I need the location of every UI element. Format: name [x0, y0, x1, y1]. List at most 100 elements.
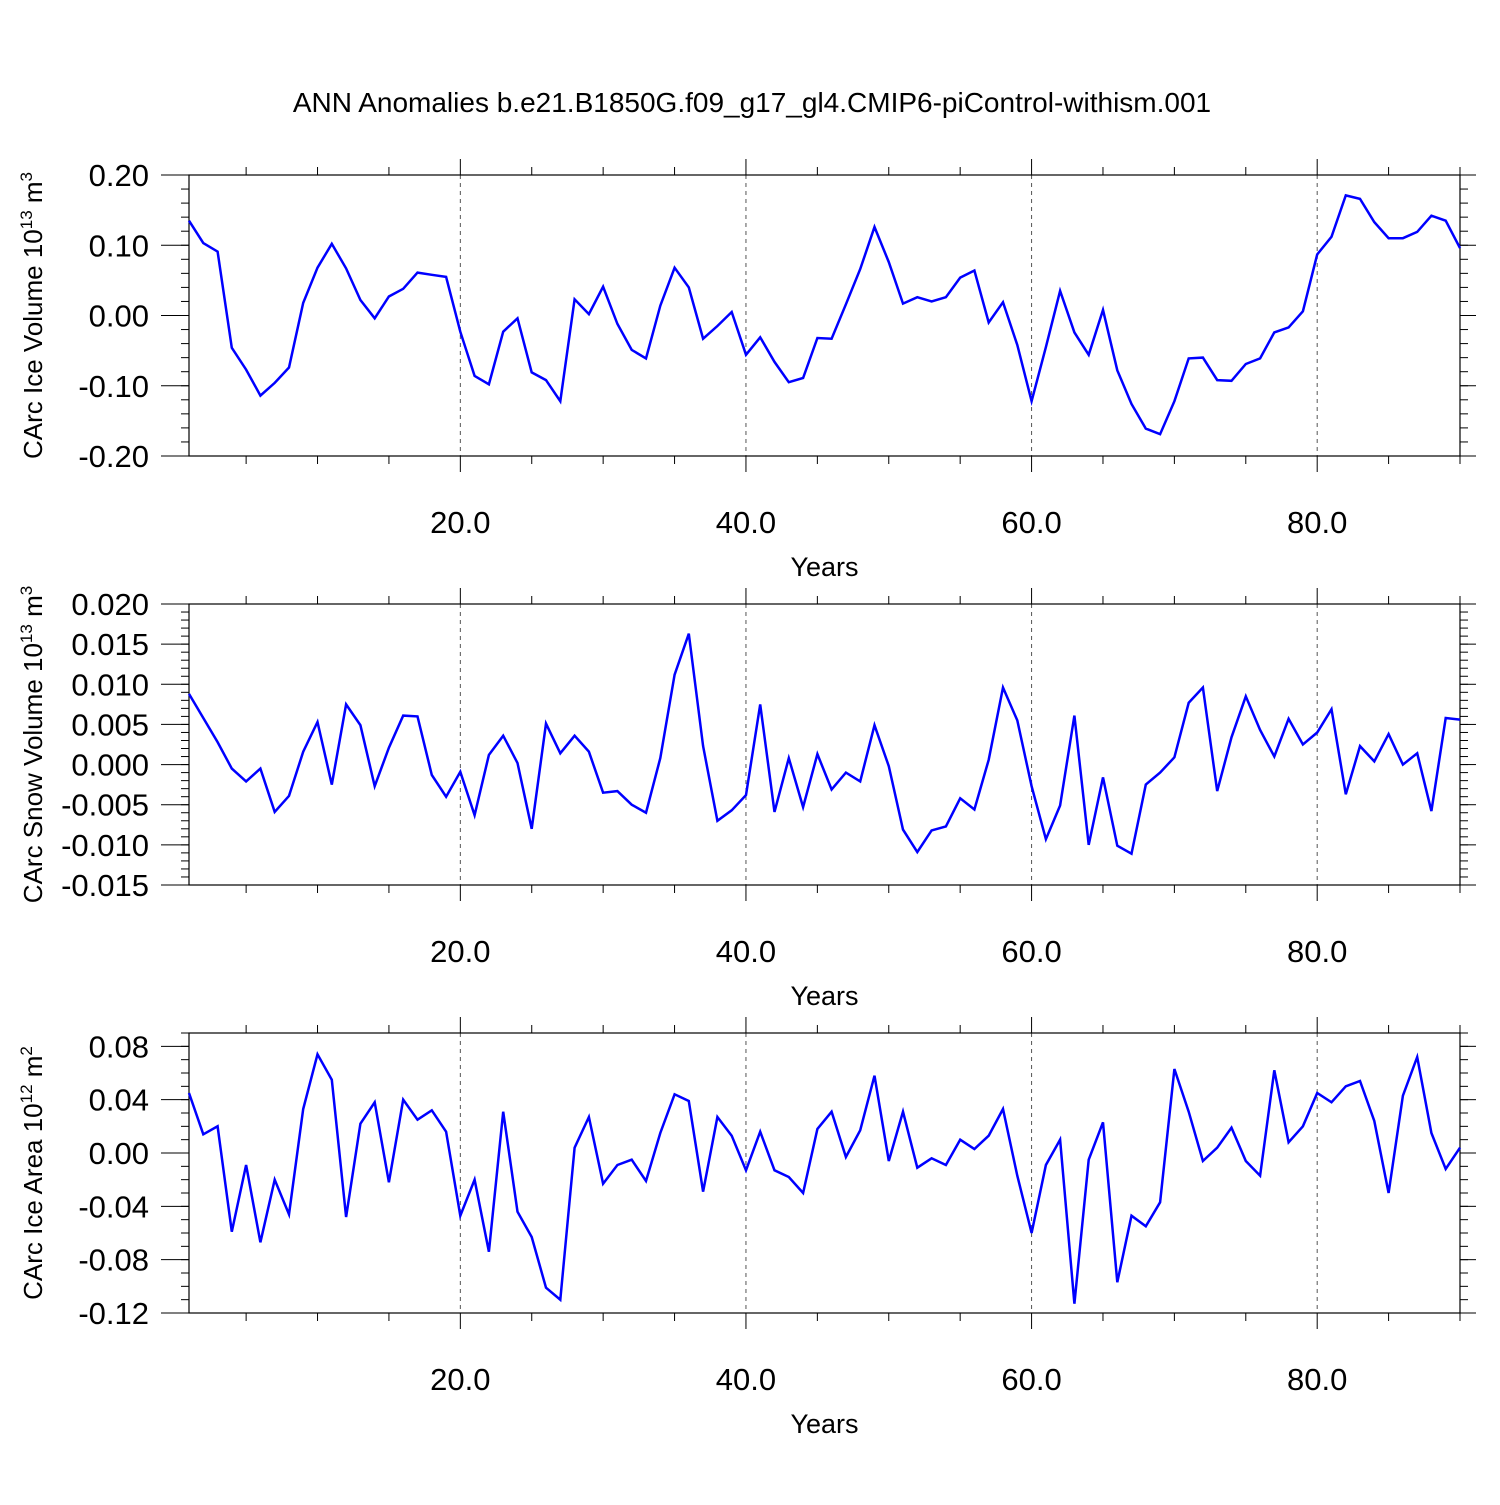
snow-volume-data-point [1002, 686, 1004, 688]
ice-area-data-point [1045, 1164, 1047, 1166]
ice-area-yticklabel: 0.00 [89, 1136, 149, 1171]
ice-area-data-point [1216, 1146, 1218, 1148]
ice-area-data-point [1345, 1085, 1347, 1087]
snow-volume-data-point [1359, 745, 1361, 747]
ice-area-data-point [1287, 1141, 1289, 1143]
ice-area-data-point [588, 1116, 590, 1118]
snow-volume-data-point [531, 828, 533, 830]
snow-volume-data-point [1030, 785, 1032, 787]
ice-area-data-point [1402, 1094, 1404, 1096]
ice-area-data-point [1416, 1056, 1418, 1058]
snow-volume-data-point [1087, 844, 1089, 846]
snow-volume-yticklabel: 0.020 [71, 587, 149, 622]
snow-volume-data-point [873, 724, 875, 726]
ice-volume-data-point [431, 274, 433, 276]
snow-volume-data-point [216, 741, 218, 743]
ice-volume-data-point [1259, 357, 1261, 359]
ice-volume-data-point [488, 383, 490, 385]
ice-volume-data-point [930, 300, 932, 302]
ice-volume-data-point [1287, 326, 1289, 328]
ice-volume-data-point [216, 250, 218, 252]
ice-area-data-point [830, 1110, 832, 1112]
ice-area-data-point [388, 1181, 390, 1183]
ice-area-yticklabel: 0.04 [89, 1083, 149, 1118]
snow-volume-data-point [1445, 717, 1447, 719]
ice-volume-data-point [1102, 309, 1104, 311]
snow-volume-data-point [730, 809, 732, 811]
ice-volume-data-point [302, 302, 304, 304]
ice-volume-data-point [916, 296, 918, 298]
ice-volume-data-point [788, 381, 790, 383]
ice-area-yticklabel: -0.12 [78, 1296, 149, 1331]
ice-area-ylabel: CArc Ice Area 1012 m2 [17, 1046, 48, 1300]
ice-area-data-point [1316, 1092, 1318, 1094]
ice-volume-data-point [516, 317, 518, 319]
ice-volume-data-point [1230, 380, 1232, 382]
ice-area-data-point [245, 1164, 247, 1166]
snow-volume-data-point [859, 780, 861, 782]
ice-area-data-point [216, 1125, 218, 1127]
ice-volume-data-point [1402, 237, 1404, 239]
ice-area-data-point [488, 1250, 490, 1252]
ice-area-data-point [602, 1182, 604, 1184]
snow-volume-data-point [1116, 844, 1118, 846]
ice-volume-data-point [659, 304, 661, 306]
snow-volume-data-point [1430, 810, 1432, 812]
ice-area-data-point [502, 1110, 504, 1112]
snow-volume-data-point [830, 788, 832, 790]
ice-volume-xticklabel: 20.0 [430, 505, 490, 540]
ice-area-data-point [1102, 1121, 1104, 1123]
ice-volume-data-point [259, 394, 261, 396]
ice-volume-data-point [631, 349, 633, 351]
snow-volume-data-point [702, 745, 704, 747]
ice-area-data-point [802, 1192, 804, 1194]
ice-volume-data-point [1116, 369, 1118, 371]
snow-volume-data-point [1373, 760, 1375, 762]
snow-volume-data-point [473, 814, 475, 816]
snow-volume-data-point [1130, 852, 1132, 854]
ice-area-data-point [1016, 1174, 1018, 1176]
ice-volume-xlabel: Years [790, 552, 858, 582]
ice-volume-data-point [1087, 354, 1089, 356]
snow-volume-data-point [459, 771, 461, 773]
ice-volume-data-point [1373, 221, 1375, 223]
snow-volume-data-point [845, 771, 847, 773]
ice-area-data-point [1259, 1174, 1261, 1176]
ice-area-data-point [473, 1178, 475, 1180]
snow-volume-data-point [445, 795, 447, 797]
ice-area-data-point [730, 1134, 732, 1136]
ice-volume-data-point [988, 321, 990, 323]
ice-area-xticklabel: 60.0 [1001, 1362, 1061, 1397]
ice-area-data-point [1230, 1126, 1232, 1128]
ice-area-data-point [859, 1129, 861, 1131]
snow-volume-data-point [945, 825, 947, 827]
snow-volume-data-point [559, 752, 561, 754]
ice-volume-data-point [1445, 219, 1447, 221]
ice-area-data-point [1445, 1168, 1447, 1170]
ice-volume-data-point [945, 296, 947, 298]
ice-area-data-point [273, 1178, 275, 1180]
ice-volume-data-point [1416, 231, 1418, 233]
snow-volume-data-point [602, 791, 604, 793]
ice-volume-yticklabel: 0.00 [89, 299, 149, 334]
ice-area-data-point [659, 1132, 661, 1134]
snow-volume-yticklabel: 0.000 [71, 748, 149, 783]
ice-area-data-point [816, 1128, 818, 1130]
ice-volume-ylabel: CArc Ice Volume 1013 m3 [17, 172, 48, 459]
ice-volume-data-point [1159, 433, 1161, 435]
snow-volume-data-point [973, 808, 975, 810]
snow-volume-data-point [402, 714, 404, 716]
ice-area-data-point [288, 1213, 290, 1215]
ice-volume-data-point [688, 286, 690, 288]
snow-volume-data-point [659, 757, 661, 759]
ice-volume-xticklabel: 80.0 [1287, 505, 1347, 540]
snow-volume-data-point [1302, 743, 1304, 745]
ice-area-data-point [1387, 1192, 1389, 1194]
ice-volume-data-point [1345, 194, 1347, 196]
ice-volume-data-point [1145, 427, 1147, 429]
ice-volume-data-point [531, 371, 533, 373]
ice-volume-data-point [345, 267, 347, 269]
snow-volume-data-point [1045, 838, 1047, 840]
ice-volume-data-point [1459, 247, 1461, 249]
ice-volume-data-point [188, 219, 190, 221]
